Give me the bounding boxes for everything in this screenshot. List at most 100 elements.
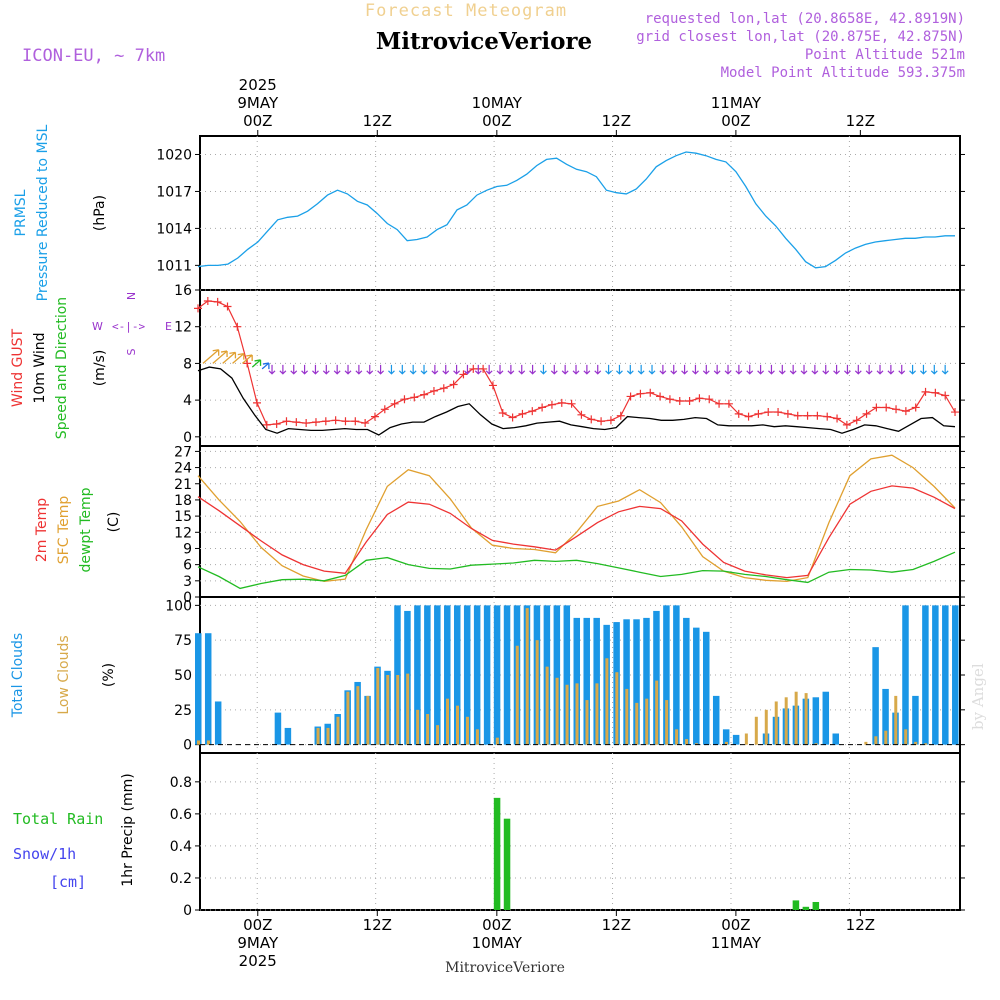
gust-marker bbox=[331, 416, 340, 425]
total-cloud-bar bbox=[902, 605, 909, 745]
clouds-panel: 0 25 50 75 100 Total Clouds Low Clouds (%) bbox=[10, 596, 965, 754]
gust-marker bbox=[459, 370, 468, 379]
gust-marker bbox=[390, 399, 399, 408]
compass-arrows: <-|-> bbox=[112, 320, 145, 333]
total-cloud-bar bbox=[444, 605, 451, 745]
wind-direction-arrow bbox=[212, 350, 228, 364]
low-cloud-bar bbox=[565, 684, 569, 745]
wind-direction-arrow bbox=[529, 364, 537, 375]
gust-marker bbox=[842, 420, 851, 429]
low-cloud-bar bbox=[774, 701, 778, 745]
wind-direction-arrowhead bbox=[220, 350, 228, 358]
temperature-ytick-label: 15 bbox=[174, 509, 192, 525]
low-cloud-bar bbox=[645, 698, 649, 745]
temp-sfc-label: SFC Temp bbox=[56, 496, 72, 565]
gust-marker bbox=[656, 392, 665, 401]
gust-marker bbox=[488, 381, 497, 390]
point-altitude: Point Altitude 521m bbox=[805, 47, 965, 63]
total-clouds-label: Total Clouds bbox=[10, 633, 26, 718]
low-cloud-bar bbox=[655, 680, 659, 745]
compass-n: N bbox=[125, 292, 138, 300]
gust-marker bbox=[606, 416, 615, 425]
time-day-top: 11MAY bbox=[711, 94, 762, 112]
model-label: ICON-EU, ~ 7km bbox=[22, 46, 165, 66]
precip-rain-label: Total Rain bbox=[13, 810, 103, 828]
low-cloud-bar bbox=[615, 672, 619, 745]
clouds-unit: (%) bbox=[101, 663, 117, 687]
wind-direction-arrow bbox=[251, 359, 261, 368]
time-year-top: 2025 bbox=[239, 76, 277, 94]
low-cloud-bar bbox=[864, 741, 868, 745]
temperature-ytick-label: 21 bbox=[174, 477, 192, 493]
wind-direction-arrow bbox=[930, 364, 938, 375]
pressure-line bbox=[197, 151, 955, 269]
wind-direction-arrow bbox=[355, 364, 363, 375]
wind-ytick-label: 16 bbox=[174, 283, 192, 299]
temperature-ytick-label: 18 bbox=[174, 493, 192, 509]
total-cloud-bar bbox=[663, 605, 670, 745]
total-cloud-bar bbox=[414, 605, 421, 745]
low-cloud-bar bbox=[754, 716, 758, 745]
gust-marker bbox=[400, 395, 409, 404]
gust-marker bbox=[715, 399, 724, 408]
wind-direction-arrowhead bbox=[262, 362, 270, 370]
precip-cm-label: [cm] bbox=[50, 873, 86, 891]
wind-direction-arrow bbox=[724, 364, 732, 375]
low-cloud-bar bbox=[465, 716, 469, 745]
wind-direction-arrow bbox=[583, 364, 591, 375]
gust-marker bbox=[429, 386, 438, 395]
wind-direction-arrow bbox=[279, 364, 287, 375]
low-cloud-bar bbox=[744, 733, 748, 745]
total-cloud-bar bbox=[573, 617, 581, 745]
time-hour-top: 00Z bbox=[482, 112, 511, 130]
product-title: Forecast Meteogram bbox=[365, 1, 567, 21]
total-cloud-bar bbox=[942, 605, 949, 745]
wind-direction-arrow bbox=[909, 364, 917, 375]
gust-marker bbox=[754, 409, 763, 418]
total-cloud-bar bbox=[643, 617, 650, 745]
wind-ytick-label: 8 bbox=[183, 356, 192, 372]
wind-direction-arrow bbox=[377, 364, 385, 375]
precip-panel: 0 0.2 0.4 0.6 0.8 Total Rain Snow/1h [cm] 1hr Pr… bbox=[13, 752, 965, 919]
wind-direction-arrow bbox=[768, 364, 775, 375]
wind-direction-arrow bbox=[550, 364, 558, 375]
total-cloud-bar bbox=[653, 610, 660, 745]
total-cloud-bar bbox=[703, 631, 710, 745]
total-cloud-bar bbox=[553, 605, 561, 745]
total-cloud-bar bbox=[633, 619, 640, 745]
wind-direction-arrow bbox=[518, 364, 526, 375]
rain-bar bbox=[493, 797, 501, 910]
gust-marker bbox=[577, 410, 586, 419]
gust-marker bbox=[665, 395, 674, 404]
wind-gust-label: Wind GUST bbox=[10, 328, 26, 407]
gust-marker bbox=[508, 413, 517, 422]
low-cloud-bar bbox=[794, 691, 798, 745]
wind-direction-arrow bbox=[344, 364, 352, 375]
low-cloud-bar bbox=[605, 658, 609, 745]
low-cloud-bar bbox=[555, 677, 559, 745]
total-cloud-bar bbox=[583, 617, 590, 745]
wind-direction-arrow bbox=[702, 364, 710, 375]
time-hour-top: 00Z bbox=[243, 112, 272, 130]
pressure-unit: (hPa) bbox=[92, 195, 108, 231]
low-cloud-bar bbox=[675, 729, 679, 745]
low-cloud-bar bbox=[446, 698, 450, 745]
gust-marker bbox=[420, 390, 429, 399]
gust-marker bbox=[901, 407, 910, 416]
gust-marker bbox=[852, 416, 861, 425]
temperature-ytick-label: 6 bbox=[183, 558, 192, 574]
total-cloud-bar bbox=[922, 605, 929, 745]
clouds-ytick-label: 50 bbox=[174, 668, 192, 684]
wind-compass: W E <-|-> N S bbox=[92, 292, 172, 356]
low-cloud-bar bbox=[894, 695, 898, 745]
wind-direction-arrow bbox=[713, 364, 721, 375]
total-cloud-bar bbox=[693, 627, 700, 745]
wind-direction-arrow bbox=[420, 364, 428, 375]
wind-direction-arrow bbox=[409, 364, 417, 375]
gust-marker bbox=[203, 297, 212, 306]
wind-direction-arrow bbox=[941, 364, 949, 375]
wind-direction-arrowhead bbox=[237, 353, 245, 360]
wind-direction-arrow bbox=[833, 364, 841, 375]
total-cloud-bar bbox=[812, 697, 820, 745]
low-clouds-label: Low Clouds bbox=[56, 635, 72, 714]
